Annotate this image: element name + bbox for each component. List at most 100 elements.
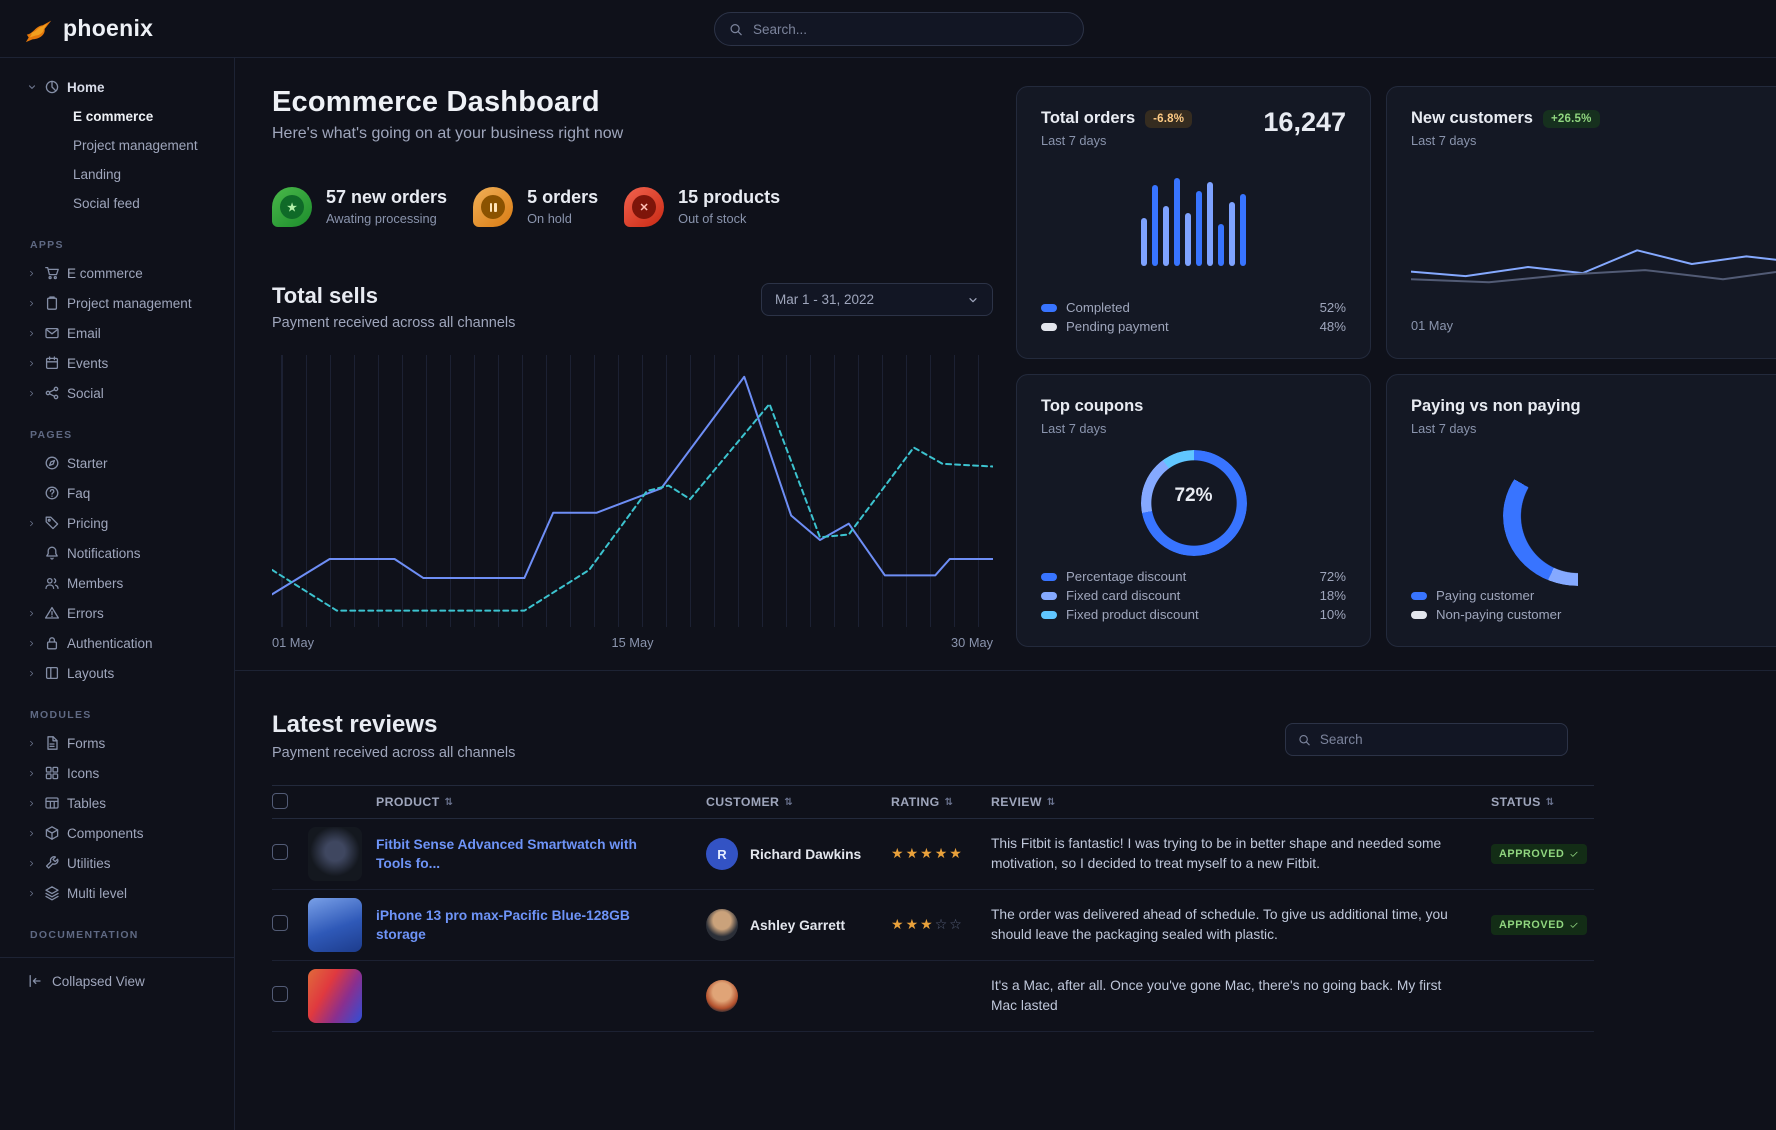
collapse-label: Collapsed View bbox=[52, 973, 145, 989]
avatar: R bbox=[706, 838, 738, 871]
column-header-product[interactable]: PRODUCT ⇅ bbox=[376, 795, 454, 810]
date-range-select[interactable]: Mar 1 - 31, 2022 bbox=[761, 283, 993, 317]
check-icon bbox=[1570, 852, 1578, 858]
sidebar-item-social[interactable]: Social bbox=[0, 378, 234, 408]
compass-icon bbox=[45, 456, 59, 470]
bar bbox=[1173, 178, 1180, 266]
sidebar-item-faq[interactable]: Faq bbox=[0, 478, 234, 508]
sidebar-item-email[interactable]: Email bbox=[0, 318, 234, 348]
chevron-right-icon bbox=[30, 740, 34, 746]
table-header-row: PRODUCT ⇅ CUSTOMER ⇅ RATING ⇅ REVIEW ⇅ STATUS ⇅ bbox=[272, 785, 1594, 820]
product-link[interactable]: iPhone 13 pro max-Pacific Blue-128GB sto… bbox=[376, 908, 630, 943]
sidebar-item-members[interactable]: Members bbox=[0, 568, 234, 598]
sidebar-item-components[interactable]: Components bbox=[0, 818, 234, 848]
sort-icon: ⇅ bbox=[1545, 796, 1555, 808]
sidebar-subitem-e-commerce[interactable]: E commerce bbox=[73, 109, 154, 124]
card-title: New customers bbox=[1411, 109, 1533, 127]
bar bbox=[1207, 181, 1214, 266]
sidebar-subitem-landing[interactable]: Landing bbox=[73, 167, 122, 182]
bar bbox=[1140, 217, 1147, 266]
chevron-right-icon bbox=[30, 670, 34, 676]
sort-icon: ⇅ bbox=[944, 796, 954, 808]
legend-item: Pending payment 48% bbox=[1041, 317, 1346, 336]
select-all-checkbox[interactable] bbox=[272, 792, 288, 809]
sidebar-item-label: Home bbox=[67, 79, 105, 95]
sidebar-item-icons[interactable]: Icons bbox=[0, 758, 234, 788]
check-icon bbox=[1570, 923, 1578, 929]
sidebar-item-forms[interactable]: Forms bbox=[0, 728, 234, 758]
chevron-right-icon bbox=[30, 520, 34, 526]
sort-icon: ⇅ bbox=[784, 796, 794, 808]
sidebar-subitem-social-feed[interactable]: Social feed bbox=[73, 196, 140, 211]
card-title: Total orders bbox=[1041, 109, 1136, 127]
product-link[interactable]: Fitbit Sense Advanced Smartwatch with To… bbox=[376, 837, 637, 872]
layers-icon bbox=[45, 886, 59, 901]
users-icon bbox=[45, 577, 59, 590]
on-hold-icon bbox=[473, 187, 514, 228]
product-image[interactable] bbox=[308, 969, 362, 1024]
sidebar-item-authentication[interactable]: Authentication bbox=[0, 628, 234, 658]
chevron-down-icon bbox=[27, 82, 39, 92]
sidebar-item-pricing[interactable]: Pricing bbox=[0, 508, 234, 538]
product-image[interactable] bbox=[308, 898, 362, 953]
row-checkbox[interactable] bbox=[272, 843, 288, 860]
total-sells-x-axis: 01 May 15 May 30 May bbox=[272, 635, 993, 651]
global-search[interactable] bbox=[714, 12, 1084, 46]
row-checkbox[interactable] bbox=[272, 914, 288, 931]
product-image[interactable] bbox=[308, 827, 362, 882]
chevron-right-icon bbox=[30, 860, 34, 866]
chevron-right-icon bbox=[30, 770, 34, 776]
collapse-icon bbox=[27, 973, 43, 989]
legend-item: Percentage discount 72% bbox=[1041, 567, 1346, 586]
reviews-table: PRODUCT ⇅ CUSTOMER ⇅ RATING ⇅ REVIEW ⇅ STATUS ⇅ F… bbox=[272, 785, 1594, 1033]
sidebar-item-layouts[interactable]: Layouts bbox=[0, 658, 234, 688]
bar bbox=[1195, 191, 1203, 266]
reviews-search[interactable] bbox=[1285, 723, 1568, 757]
sidebar-item-notifications[interactable]: Notifications bbox=[0, 538, 234, 568]
sidebar-item-project-management[interactable]: Project management bbox=[0, 288, 234, 318]
bar bbox=[1162, 206, 1169, 266]
review-row: Fitbit Sense Advanced Smartwatch with To… bbox=[272, 819, 1594, 891]
column-header-status[interactable]: STATUS ⇅ bbox=[1491, 795, 1555, 810]
total-sells-chart bbox=[272, 355, 993, 628]
wrench-icon bbox=[45, 856, 59, 869]
sidebar-item-home[interactable]: Home bbox=[0, 72, 234, 102]
legend-item: Paying customer bbox=[1411, 586, 1776, 605]
sidebar-item-starter[interactable]: Starter bbox=[0, 448, 234, 478]
column-header-review[interactable]: REVIEW ⇅ bbox=[991, 795, 1056, 810]
section-divider bbox=[235, 670, 1776, 672]
reviews-search-input[interactable] bbox=[1319, 732, 1555, 748]
legend-item: Fixed product discount 10% bbox=[1041, 605, 1346, 624]
top-coupons-donut-chart: 72% bbox=[1140, 436, 1247, 556]
sidebar-item-e-commerce[interactable]: E commerce bbox=[0, 258, 234, 288]
stat-out-of-stock: ✕ 15 products Out of stock bbox=[624, 187, 780, 228]
reviews-subtitle: Payment received across all channels bbox=[272, 745, 516, 762]
column-header-customer[interactable]: CUSTOMER ⇅ bbox=[706, 795, 794, 810]
new-customers-chart bbox=[1411, 226, 1776, 302]
sidebar-item-utilities[interactable]: Utilities bbox=[0, 848, 234, 878]
collapse-sidebar-button[interactable]: Collapsed View bbox=[0, 957, 234, 989]
sidebar: Home E commerce Project management Landing… bbox=[0, 58, 235, 1130]
sidebar-subitem-project-management[interactable]: Project management bbox=[73, 138, 198, 153]
cart-icon bbox=[45, 266, 59, 280]
chevron-right-icon bbox=[30, 360, 34, 366]
sidebar-item-tables[interactable]: Tables bbox=[0, 788, 234, 818]
sidebar-item-events[interactable]: Events bbox=[0, 348, 234, 378]
donut-center-value: 72% bbox=[1174, 485, 1213, 506]
mail-icon bbox=[45, 327, 59, 339]
total-sells-title: Total sells bbox=[272, 283, 378, 309]
column-header-rating[interactable]: RATING ⇅ bbox=[891, 795, 954, 810]
total-orders-card: Total orders -6.8% Last 7 days 16,247 Co… bbox=[1016, 86, 1371, 359]
brand-name: phoenix bbox=[63, 15, 154, 41]
sidebar-item-errors[interactable]: Errors bbox=[0, 598, 234, 628]
pie-chart-icon bbox=[44, 79, 60, 95]
sidebar-item-multi-level[interactable]: Multi level bbox=[0, 878, 234, 908]
paying-gauge-chart bbox=[1503, 446, 1653, 586]
out-of-stock-icon: ✕ bbox=[624, 187, 665, 228]
chevron-right-icon bbox=[30, 270, 34, 276]
package-icon bbox=[45, 826, 59, 840]
chevron-right-icon bbox=[30, 640, 34, 646]
brand-link[interactable]: phoenix bbox=[24, 14, 153, 44]
row-checkbox[interactable] bbox=[272, 985, 288, 1002]
search-input[interactable] bbox=[752, 21, 1069, 37]
